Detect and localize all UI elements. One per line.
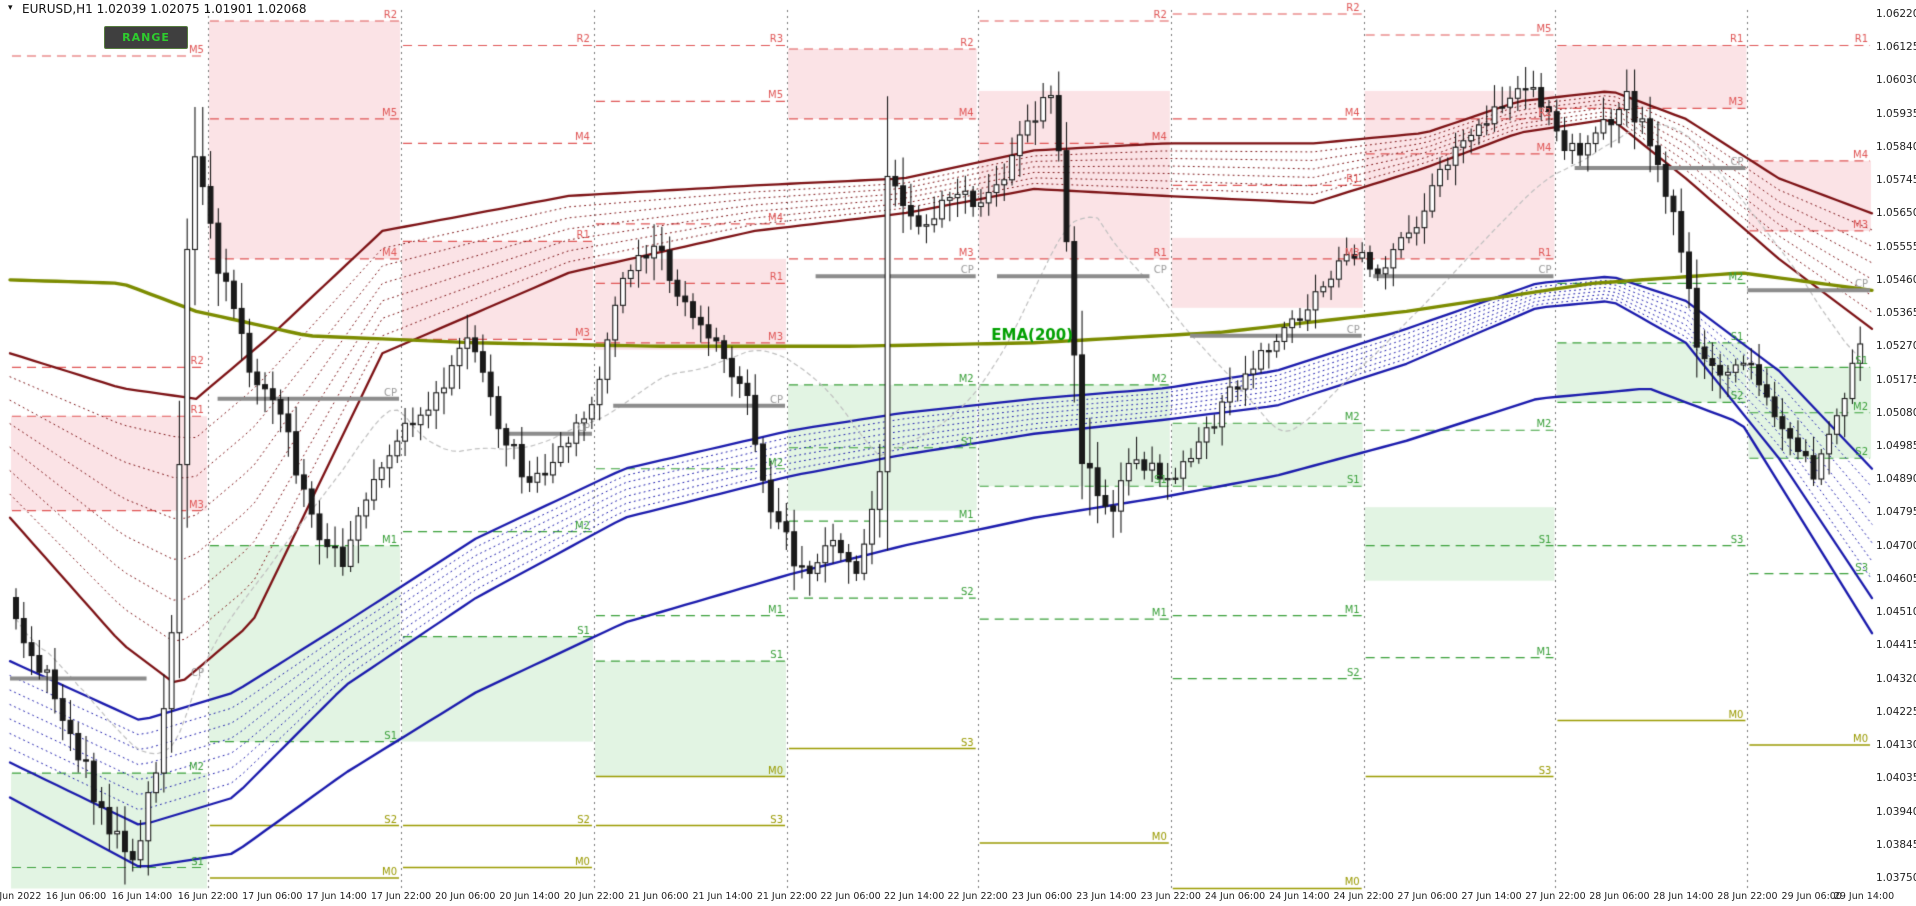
x-axis-label: 23 Jun 22:00 [1140, 891, 1201, 902]
x-axis-label: 22 Jun 06:00 [820, 891, 881, 902]
price-label: 1.05840 [1876, 140, 1916, 153]
price-label: 1.03750 [1876, 872, 1916, 884]
price-label: 1.05745 [1876, 174, 1916, 187]
chart-menu-icon[interactable]: ▾ [8, 3, 13, 13]
x-axis-label: 22 Jun 14:00 [883, 891, 945, 902]
range-button[interactable]: RANGE [104, 26, 188, 49]
x-axis-label: 27 Jun 06:00 [1397, 891, 1458, 902]
price-label: 1.04415 [1876, 639, 1916, 652]
price-label: 1.04890 [1876, 473, 1916, 486]
price-label: 1.05365 [1876, 307, 1916, 320]
price-label: 1.06125 [1876, 41, 1916, 54]
price-label: 1.04795 [1876, 506, 1916, 519]
price-label: 1.04130 [1876, 739, 1916, 752]
x-axis-label: 17 Jun 06:00 [242, 891, 303, 902]
x-axis-label: 16 Jun 22:00 [177, 891, 239, 902]
x-axis-label: 15 Jun 2022 [0, 891, 42, 902]
x-axis-label: 17 Jun 14:00 [306, 891, 367, 902]
price-label: 1.03845 [1876, 838, 1916, 851]
x-axis-label: 16 Jun 14:00 [111, 891, 173, 902]
x-axis-label: 21 Jun 22:00 [756, 891, 818, 902]
price-label: 1.04985 [1876, 440, 1916, 452]
x-axis-label: 27 Jun 14:00 [1461, 891, 1522, 902]
x-axis-label: 23 Jun 06:00 [1011, 891, 1073, 902]
x-axis-label: 20 Jun 22:00 [563, 891, 625, 902]
price-label: 1.05650 [1876, 207, 1916, 220]
x-axis-label: 28 Jun 22:00 [1717, 891, 1778, 902]
price-label: 1.05175 [1876, 373, 1916, 386]
price-label: 1.04700 [1876, 539, 1916, 552]
price-label: 1.04510 [1876, 606, 1916, 619]
x-axis-label: 27 Jun 22:00 [1525, 891, 1586, 902]
x-axis-label: 16 Jun 06:00 [45, 891, 107, 902]
x-axis-label: 24 Jun 14:00 [1269, 891, 1330, 902]
y-axis[interactable]: 1.06220 1.06125 1.06030 1.05935 1.05840 1.057… [1876, 0, 1916, 906]
x-axis-label: 21 Jun 14:00 [692, 891, 753, 902]
price-label: 1.04605 [1876, 572, 1916, 585]
price-label: 1.05935 [1876, 107, 1916, 120]
x-axis-label: 23 Jun 14:00 [1076, 891, 1137, 902]
chart-title: EURUSD,H1 1.02039 1.02075 1.01901 1.0206… [22, 2, 307, 16]
price-label: 1.04225 [1876, 705, 1916, 718]
price-label: 1.04035 [1876, 772, 1916, 785]
price-label: 1.05555 [1876, 240, 1916, 253]
price-label: 1.06220 [1876, 8, 1916, 20]
x-axis-label: 17 Jun 22:00 [370, 891, 432, 902]
x-axis-label: 29 Jun 14:00 [1833, 891, 1895, 902]
x-axis-label: 21 Jun 06:00 [628, 891, 689, 902]
x-axis-label: 24 Jun 22:00 [1333, 891, 1394, 902]
price-label: 1.03940 [1876, 805, 1916, 818]
x-axis-label: 20 Jun 14:00 [499, 891, 560, 902]
price-label: 1.04320 [1876, 672, 1916, 685]
x-axis-label: 20 Jun 06:00 [435, 891, 496, 902]
x-axis-label: 28 Jun 06:00 [1589, 891, 1650, 902]
price-label: 1.05460 [1876, 273, 1916, 286]
x-axis-label: 28 Jun 14:00 [1653, 891, 1714, 902]
x-axis-label: 29 Jun 06:00 [1781, 891, 1842, 902]
x-axis-label: 24 Jun 06:00 [1204, 891, 1266, 902]
price-label: 1.05270 [1876, 340, 1916, 353]
price-label: 1.06030 [1876, 74, 1916, 87]
price-label: 1.05080 [1876, 406, 1916, 419]
x-axis-label: 22 Jun 22:00 [947, 891, 1008, 902]
